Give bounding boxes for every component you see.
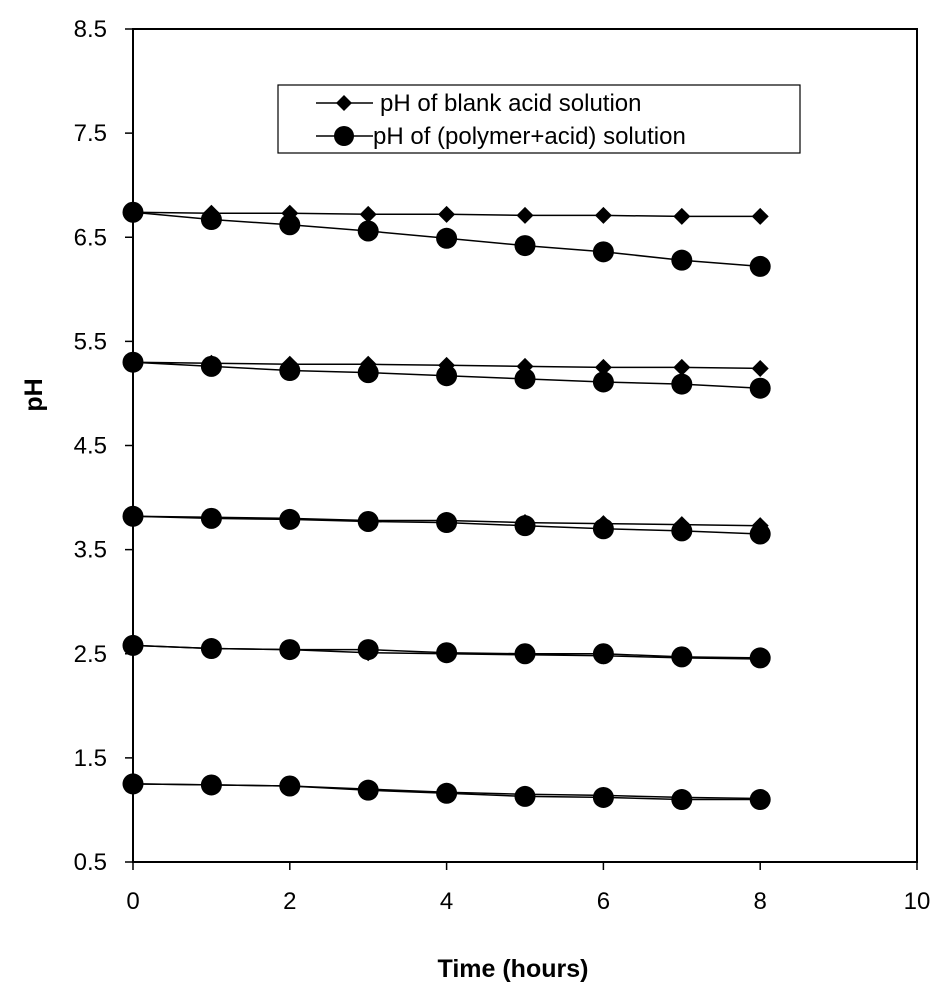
data-point-diamond: [594, 206, 612, 224]
data-point-diamond: [516, 206, 534, 224]
y-tick-label: 7.5: [74, 120, 107, 147]
data-point-circle: [671, 249, 693, 271]
data-point-diamond: [359, 355, 377, 373]
y-tick-label: 3.5: [74, 537, 107, 564]
legend-label-polymer-acid: pH of (polymer+acid) solution: [373, 123, 686, 150]
data-point-diamond: [594, 515, 612, 533]
y-tick-label: 1.5: [74, 745, 107, 772]
x-tick-label: 10: [904, 888, 931, 915]
legend-box: [277, 84, 801, 154]
data-point-diamond: [202, 354, 220, 372]
y-tick-label: 8.5: [74, 16, 107, 43]
data-point-diamond: [673, 788, 691, 806]
data-point-diamond: [516, 514, 534, 532]
data-point-diamond: [281, 509, 299, 527]
data-point-circle: [436, 365, 458, 387]
x-tick-label: 6: [597, 888, 610, 915]
data-point-diamond: [673, 649, 691, 667]
data-point-diamond: [359, 205, 377, 223]
data-point-diamond: [516, 357, 534, 375]
data-point-diamond: [673, 207, 691, 225]
data-point-diamond: [438, 645, 456, 663]
data-point-diamond: [202, 508, 220, 526]
data-point-diamond: [751, 207, 769, 225]
data-point-diamond: [124, 775, 142, 793]
data-point-circle: [436, 227, 458, 249]
data-point-diamond: [751, 789, 769, 807]
data-point-diamond: [751, 359, 769, 377]
y-axis: 0.5 1.5 2.5 3.5 4.5 5.5 6.5 7.5 8.5: [74, 16, 133, 876]
data-point-circle: [749, 377, 771, 399]
y-tick-label: 5.5: [74, 328, 107, 355]
x-tick-label: 0: [126, 888, 139, 915]
y-tick-label: 0.5: [74, 849, 107, 876]
data-point-diamond: [594, 358, 612, 376]
data-point-diamond: [673, 358, 691, 376]
diamond-icon: [336, 95, 352, 111]
x-tick-label: 2: [283, 888, 296, 915]
data-point-circle: [279, 214, 301, 236]
data-point-diamond: [673, 516, 691, 534]
data-point-diamond: [438, 205, 456, 223]
data-point-diamond: [359, 644, 377, 662]
data-point-diamond: [124, 353, 142, 371]
data-point-diamond: [281, 777, 299, 795]
data-point-circle: [671, 373, 693, 395]
data-point-circle: [749, 255, 771, 277]
legend-label-blank-acid: pH of blank acid solution: [380, 90, 642, 117]
data-point-diamond: [281, 641, 299, 659]
data-point-diamond: [281, 355, 299, 373]
legend: pH of blank acid solution pH of (polymer…: [277, 84, 801, 154]
data-point-diamond: [124, 636, 142, 654]
data-point-diamond: [281, 204, 299, 222]
data-point-diamond: [124, 507, 142, 525]
data-point-diamond: [438, 511, 456, 529]
x-tick-label: 4: [440, 888, 453, 915]
data-point-circle: [592, 371, 614, 393]
x-axis: 0 2 4 6 8 10: [126, 862, 930, 915]
data-point-diamond: [594, 786, 612, 804]
data-point-diamond: [438, 356, 456, 374]
legend-item-blank-acid: pH of blank acid solution: [316, 90, 642, 117]
data-point-circle: [514, 368, 536, 390]
circle-icon: [334, 126, 354, 146]
data-point-diamond: [202, 640, 220, 658]
data-point-circle: [514, 235, 536, 257]
data-point-diamond: [202, 204, 220, 222]
series-layer: [122, 201, 771, 811]
x-axis-title: Time (hours): [438, 955, 589, 983]
y-axis-title: pH: [20, 378, 48, 411]
data-point-diamond: [516, 785, 534, 803]
data-point-diamond: [438, 783, 456, 801]
data-point-diamond: [751, 517, 769, 535]
data-point-diamond: [751, 650, 769, 668]
data-point-circle: [592, 241, 614, 263]
data-point-diamond: [359, 780, 377, 798]
x-tick-label: 8: [754, 888, 767, 915]
data-point-diamond: [594, 647, 612, 665]
y-tick-label: 2.5: [74, 641, 107, 668]
data-point-diamond: [516, 646, 534, 664]
data-point-diamond: [202, 776, 220, 794]
legend-item-polymer-acid: pH of (polymer+acid) solution: [316, 123, 686, 150]
plot-area: [132, 28, 918, 863]
data-point-diamond: [359, 511, 377, 529]
data-point-circle: [357, 220, 379, 242]
y-tick-label: 4.5: [74, 433, 107, 460]
y-tick-label: 6.5: [74, 224, 107, 251]
data-point-diamond: [124, 203, 142, 221]
